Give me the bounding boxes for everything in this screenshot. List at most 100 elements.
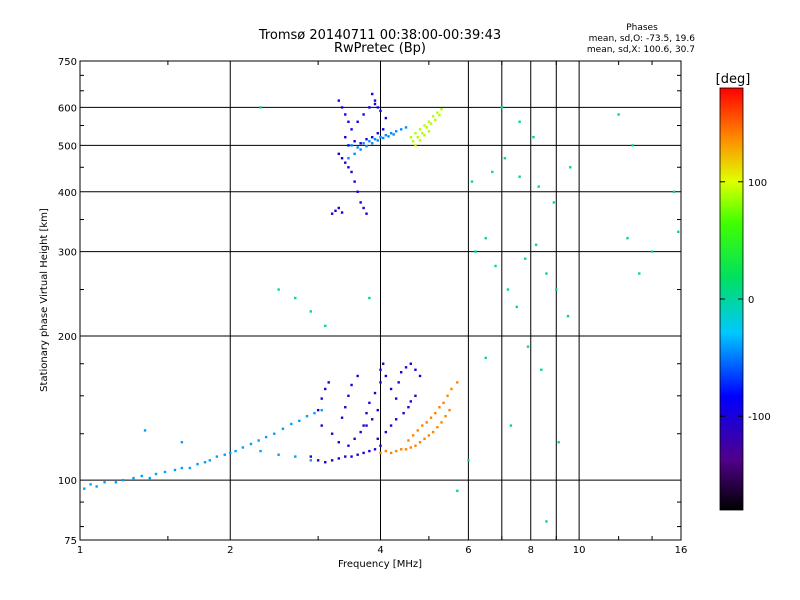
x-tick-label: 16 xyxy=(675,545,688,556)
colorbar-tick-label: 100 xyxy=(748,178,767,189)
data-point xyxy=(407,406,410,409)
data-point xyxy=(429,416,433,419)
data-point xyxy=(362,142,365,145)
data-point xyxy=(324,387,327,391)
data-point xyxy=(442,401,445,405)
data-point xyxy=(448,408,451,412)
data-point xyxy=(337,206,341,210)
data-point xyxy=(394,397,398,400)
data-point xyxy=(389,424,393,427)
data-point xyxy=(418,139,422,142)
data-point xyxy=(350,455,353,458)
data-point xyxy=(392,133,395,136)
data-point xyxy=(474,250,477,253)
data-point xyxy=(371,135,374,139)
data-point xyxy=(215,455,219,458)
data-point xyxy=(421,424,424,427)
data-point xyxy=(347,157,350,160)
data-point xyxy=(416,135,419,139)
data-point xyxy=(362,451,365,455)
data-point xyxy=(402,411,405,415)
stats-line-x: mean, sd,X: 100.6, 30.7 xyxy=(587,45,695,55)
data-point xyxy=(394,418,398,421)
data-point xyxy=(140,474,144,478)
data-point xyxy=(518,120,521,123)
data-point xyxy=(407,439,410,442)
x-tick-labels: 1 2 4 6 8 10 16 xyxy=(77,545,688,556)
data-point xyxy=(409,135,412,139)
data-point xyxy=(368,296,371,300)
data-point xyxy=(234,449,237,453)
data-point xyxy=(515,305,518,309)
x-tick-label: 4 xyxy=(377,545,383,556)
data-point xyxy=(537,185,540,188)
data-point xyxy=(414,394,417,398)
data-point xyxy=(456,381,459,384)
data-point xyxy=(320,424,323,427)
data-point xyxy=(384,133,388,137)
x-tick-label: 10 xyxy=(573,545,586,556)
data-point xyxy=(379,368,382,371)
data-point xyxy=(114,481,118,484)
chart-subtitle: RwPretec (Bp) xyxy=(334,41,426,56)
data-point xyxy=(389,451,393,455)
data-point xyxy=(277,453,280,456)
data-point xyxy=(163,470,167,474)
data-point xyxy=(148,476,152,480)
y-tick-label: 200 xyxy=(58,332,77,343)
data-point xyxy=(418,374,422,378)
data-point xyxy=(545,520,548,523)
data-point xyxy=(379,381,382,384)
data-point xyxy=(414,368,417,371)
data-point xyxy=(359,201,362,204)
data-point xyxy=(313,411,316,415)
data-point xyxy=(337,152,341,156)
data-point xyxy=(281,427,285,431)
data-point xyxy=(411,140,415,143)
data-point xyxy=(350,128,353,131)
data-point xyxy=(423,437,426,440)
colorbar-tick-label: 0 xyxy=(748,295,754,306)
data-point xyxy=(95,485,98,488)
data-point xyxy=(376,408,379,412)
data-point xyxy=(503,157,507,160)
data-point xyxy=(414,144,417,147)
data-point xyxy=(429,122,433,125)
data-point xyxy=(444,414,447,418)
data-point xyxy=(532,135,535,139)
data-point xyxy=(356,146,359,149)
data-point xyxy=(359,148,362,151)
data-point xyxy=(450,387,453,391)
data-point xyxy=(672,190,676,193)
colorbar-label: [deg] xyxy=(716,72,751,87)
data-point xyxy=(337,99,341,102)
data-point xyxy=(438,406,441,409)
data-point xyxy=(368,401,371,405)
data-point xyxy=(371,92,374,96)
data-point xyxy=(626,236,629,240)
data-point xyxy=(569,166,572,169)
data-point xyxy=(381,128,385,131)
data-point xyxy=(416,429,419,432)
data-point xyxy=(376,106,379,109)
data-point xyxy=(344,406,347,409)
colorbar-ticks: 100 0 -100 xyxy=(720,178,771,423)
data-point xyxy=(409,362,412,365)
data-point xyxy=(484,236,487,240)
data-point xyxy=(347,120,350,123)
data-point xyxy=(353,437,356,440)
data-point xyxy=(362,424,365,427)
data-point xyxy=(399,448,403,451)
data-point xyxy=(414,444,417,447)
data-point xyxy=(362,206,365,210)
data-point xyxy=(494,264,497,268)
data-point xyxy=(344,113,347,116)
data-point xyxy=(427,434,431,437)
data-point xyxy=(368,140,371,143)
data-point xyxy=(330,459,334,462)
data-point xyxy=(121,478,125,482)
x-axis-label: Frequency [MHz] xyxy=(338,559,422,570)
data-point xyxy=(344,161,347,164)
data-point xyxy=(376,437,379,440)
data-point xyxy=(103,481,106,484)
